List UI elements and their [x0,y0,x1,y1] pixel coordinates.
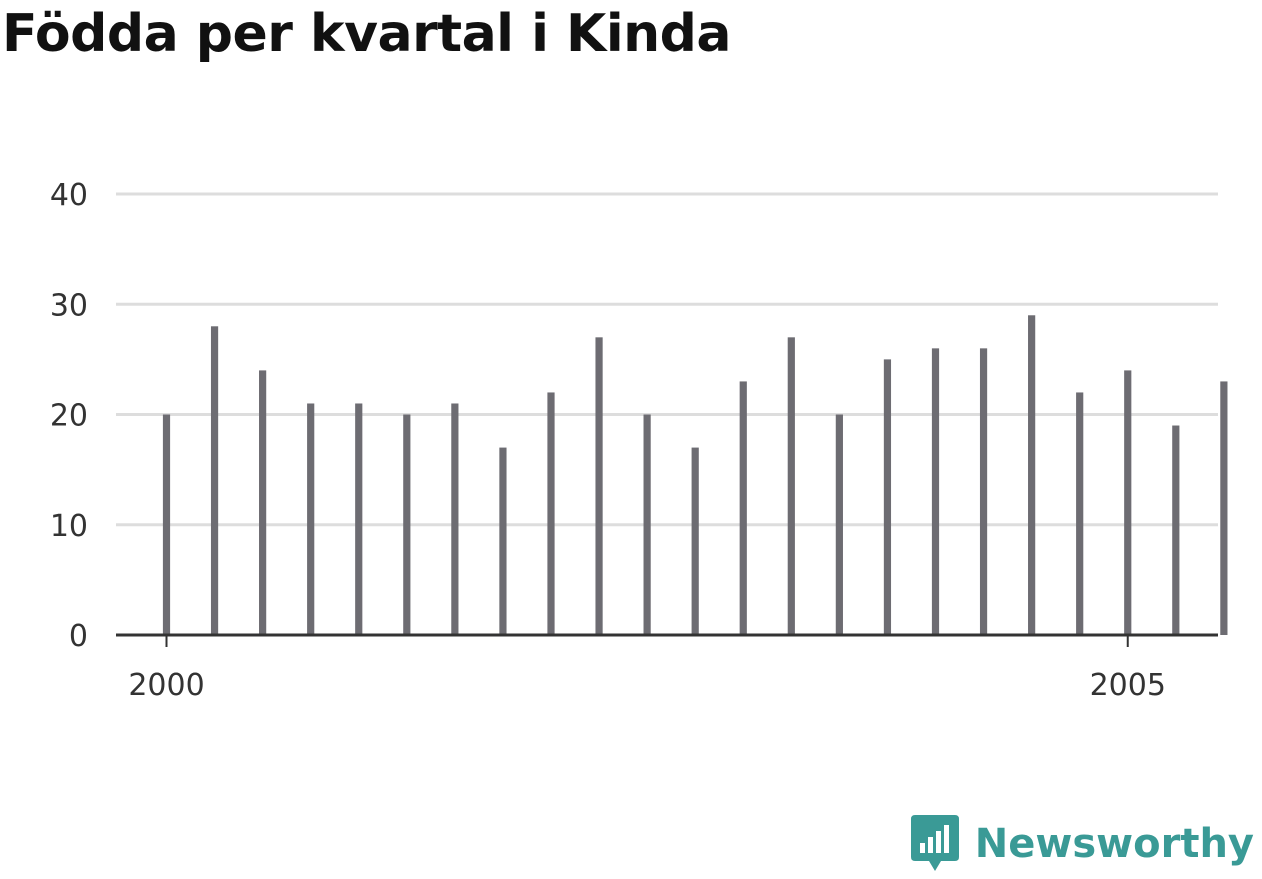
brand-name: Newsworthy [974,821,1254,867]
y-tick-label: 0 [69,619,88,654]
bar [643,414,651,635]
bar [1076,392,1084,635]
bar [1124,370,1132,635]
y-tick-label: 40 [50,178,88,213]
bar [1172,425,1180,635]
bar [259,370,267,635]
bar [355,403,363,635]
bars [162,315,1228,636]
newsworthy-logo: Newsworthy [910,815,1254,873]
y-tick-label: 20 [50,399,88,434]
bar [787,337,795,635]
bar [739,381,747,635]
bar [210,326,219,635]
y-tick-label: 30 [50,288,88,323]
gridlines [116,192,1218,527]
bar [595,337,603,635]
bar [499,447,507,635]
bar [1220,381,1228,635]
bar [547,392,555,635]
bar [451,403,459,635]
x-tick-label: 2000 [128,668,204,703]
bar [403,414,411,635]
bar [883,359,892,636]
bar [307,403,315,635]
chart-title: Födda per kvartal i Kinda [2,4,731,64]
newsworthy-logo-icon [910,815,959,871]
bar [979,348,988,635]
y-tick-label: 10 [50,509,88,544]
bar [162,414,171,635]
bar [931,348,940,635]
tick-labels: 01020304013200020052010201520202025 [50,178,1166,703]
axes [116,633,1218,647]
bar [691,447,699,635]
x-tick-label: 2005 [1090,668,1166,703]
bar [835,414,843,635]
bar [1028,315,1036,635]
